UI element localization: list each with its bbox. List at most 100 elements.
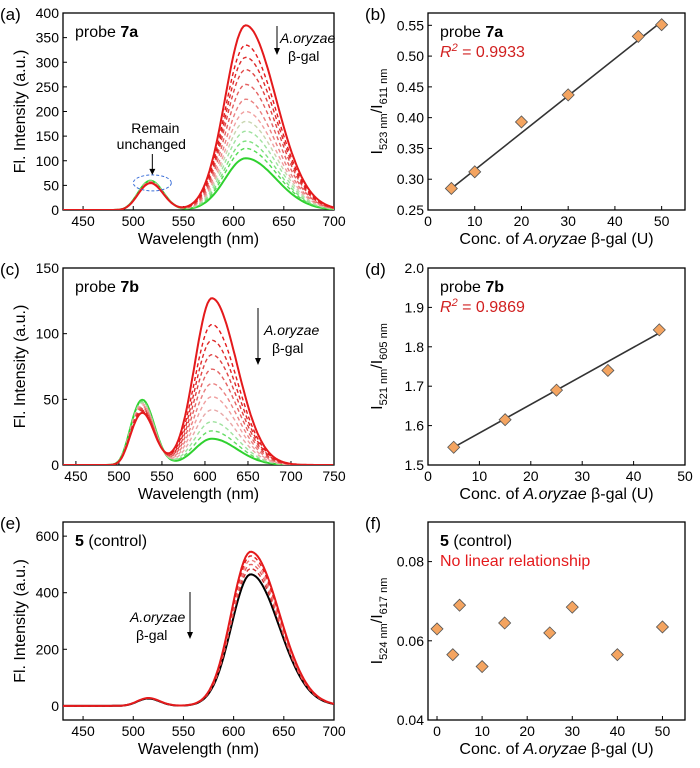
y-label-sub2: 617 nm [378, 578, 390, 615]
panel-c: 450 500 550 600 650 700 750 0 50 100 150 (c) Wavelen… [0, 260, 346, 503]
x-axis-label: Conc. of A.oryzae β-gal (U) [459, 741, 653, 758]
y-tick-label: 400 [36, 5, 60, 21]
panel-label: (a) [0, 5, 21, 24]
x-tick-label: 650 [272, 723, 296, 739]
y-label-main: I [369, 150, 386, 154]
r2-superscript: 2 [451, 297, 458, 309]
y-axis-label: Fl. Intensity (a.u.) [12, 50, 29, 174]
y-axis-label: Fl. Intensity (a.u.) [12, 559, 29, 683]
x-tick-label: 40 [626, 468, 642, 484]
panel-label: (c) [0, 260, 20, 279]
x-tick-label: 550 [150, 468, 174, 484]
x-axis-label: Conc. of A.oryzae β-gal (U) [459, 486, 653, 503]
probe-label-text: probe [75, 279, 120, 296]
y-tick-label: 0.04 [397, 712, 424, 728]
x-tick-label: 550 [172, 723, 196, 739]
x-label-post: β-gal (U) [587, 231, 654, 248]
x-tick-label: 600 [222, 213, 246, 229]
probe-label-text: probe [75, 24, 120, 41]
spectra-group [63, 297, 334, 465]
plot-frame [427, 521, 686, 721]
data-point [452, 598, 467, 612]
spectrum-curve [63, 573, 334, 707]
x-tick-label: 700 [322, 723, 346, 739]
probe-label: probe 7a [440, 24, 503, 41]
x-tick-label: 550 [172, 213, 196, 229]
panel-label: (d) [365, 260, 386, 279]
x-label-pre: Conc. of [459, 741, 523, 758]
x-axis-label: Wavelength (nm) [138, 741, 259, 758]
data-point [446, 648, 460, 662]
probe-label: probe 7a [75, 24, 138, 41]
data-point [565, 600, 579, 614]
spectrum-curve [63, 398, 334, 465]
x-tick-label: 700 [322, 213, 346, 229]
y-axis-label: I523 nm/I611 nm [369, 69, 390, 155]
x-tick-label: 10 [467, 213, 483, 229]
y-tick-label: 1.5 [405, 457, 425, 473]
y-label-sub1: 524 nm [378, 623, 390, 660]
panel-a: 450 500 550 600 650 700 0 50 100 150 200 250 300 350 4… [0, 5, 346, 248]
x-axis-label: Wavelength (nm) [138, 231, 259, 248]
spectra-group [63, 24, 334, 210]
r2-value: = 0.9933 [458, 44, 525, 61]
x-axis-label: Wavelength (nm) [138, 486, 259, 503]
data-point [543, 626, 557, 640]
annotation-arrow-head [149, 168, 156, 175]
x-label-pre: Conc. of [459, 486, 523, 503]
arrow-label-rest: β-gal [288, 48, 319, 64]
data-point [652, 323, 666, 337]
data-point [447, 440, 461, 454]
arrow-head [187, 632, 193, 639]
spectrum-curve [63, 120, 334, 210]
y-tick-label: 0 [51, 202, 59, 218]
data-point [631, 29, 645, 43]
data-point [475, 659, 489, 674]
panel-e: 450 500 550 600 650 700 0 200 400 600 (e) Wavelengt… [0, 514, 346, 758]
y-tick-label: 1.9 [405, 299, 425, 315]
data-point [498, 616, 512, 630]
plot-frame [427, 12, 686, 211]
spectrum-curve [63, 568, 334, 707]
x-tick-label: 600 [193, 468, 217, 484]
probe-label-text: probe [440, 279, 485, 296]
annotation-line2: unchanged [117, 136, 186, 152]
no-linear-note: No linear relationship [440, 553, 590, 570]
x-tick-label: 10 [472, 468, 488, 484]
arrow-label-italic: A.oryzae [263, 322, 319, 338]
y-tick-label: 0.35 [397, 140, 424, 156]
spectrum-curve [63, 555, 334, 707]
x-tick-label: 0 [433, 723, 441, 739]
spectrum-curve [63, 563, 334, 707]
r2-letter: R [440, 299, 452, 316]
y-tick-label: 0.30 [397, 171, 424, 187]
data-point [514, 115, 529, 129]
x-tick-label: 500 [122, 723, 146, 739]
r2-value: = 0.9869 [458, 299, 525, 316]
x-tick-label: 500 [122, 213, 146, 229]
x-tick-label: 50 [654, 213, 670, 229]
y-tick-label: 100 [36, 153, 60, 169]
data-point [468, 165, 482, 179]
spectrum-curve [63, 98, 334, 210]
x-tick-label: 500 [107, 468, 131, 484]
probe-label-bold: 5 [440, 533, 449, 550]
spectra-group [63, 550, 334, 707]
arrow-head [255, 358, 261, 365]
x-tick-label: 650 [236, 468, 260, 484]
y-label-main: I [369, 405, 386, 409]
spectrum-curve [63, 157, 334, 210]
probe-label: 5 (control) [440, 533, 512, 550]
y-tick-label: 600 [36, 528, 60, 544]
spectrum-curve [63, 382, 334, 465]
arrow-label-italic: A.oryzae [129, 609, 185, 625]
y-label-slash: /I [369, 614, 386, 623]
y-label-sub2: 605 nm [378, 323, 390, 360]
data-point [601, 363, 615, 378]
y-tick-label: 1.8 [405, 339, 425, 355]
arrow-label-rest: β-gal [136, 627, 167, 643]
spectrum-curve [63, 24, 334, 210]
x-label-italic: A.oryzae [522, 231, 586, 248]
plot-frame [62, 267, 335, 466]
arrow-label-rest: β-gal [272, 340, 303, 356]
